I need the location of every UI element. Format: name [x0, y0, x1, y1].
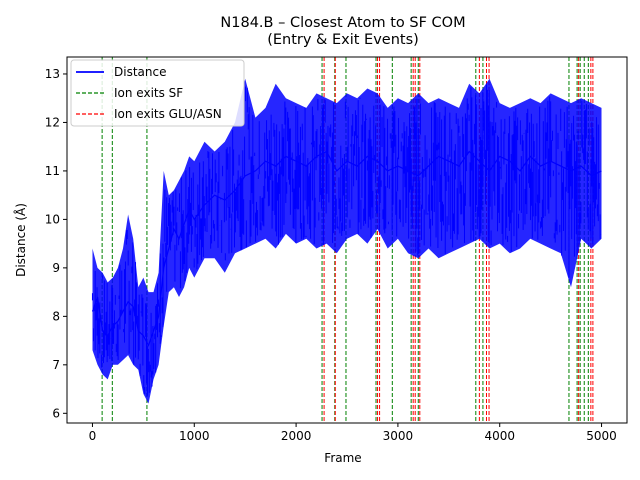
legend-label-ion-exits-sf: Ion exits SF: [114, 86, 183, 100]
y-tick-label: 6: [52, 406, 60, 420]
x-tick-label: 5000: [586, 429, 617, 443]
distance-range-band: [92, 78, 602, 404]
legend-label-ion-exits-glu-asn: Ion exits GLU/ASN: [114, 107, 222, 121]
y-tick-label: 12: [45, 115, 60, 129]
y-tick-label: 9: [52, 261, 60, 275]
chart-title-line2: (Entry & Exit Events): [267, 32, 419, 48]
x-axis-label: Frame: [324, 451, 361, 465]
legend: Distance Ion exits SF Ion exits GLU/ASN: [70, 59, 245, 127]
y-axis: 6 7 8 9 10 11 12 13: [45, 67, 67, 420]
x-tick-label: 0: [89, 429, 97, 443]
x-tick-label: 2000: [281, 429, 312, 443]
legend-label-distance: Distance: [114, 65, 166, 79]
plot-frame: [66, 56, 628, 424]
y-axis-label: Distance (Å): [13, 203, 28, 277]
x-tick-label: 1000: [179, 429, 210, 443]
chart-title-line1: N184.B – Closest Atom to SF COM: [220, 15, 465, 31]
y-tick-label: 13: [45, 67, 60, 81]
y-tick-label: 8: [52, 309, 60, 323]
distance-spikes: [91, 84, 602, 396]
y-tick-label: 10: [45, 212, 60, 226]
x-tick-label: 3000: [383, 429, 414, 443]
y-tick-label: 7: [52, 358, 60, 372]
x-tick-label: 4000: [484, 429, 515, 443]
y-tick-label: 11: [45, 164, 60, 178]
x-axis: 0 1000 2000 3000 4000 5000: [89, 423, 617, 443]
legend-box: [70, 59, 245, 127]
